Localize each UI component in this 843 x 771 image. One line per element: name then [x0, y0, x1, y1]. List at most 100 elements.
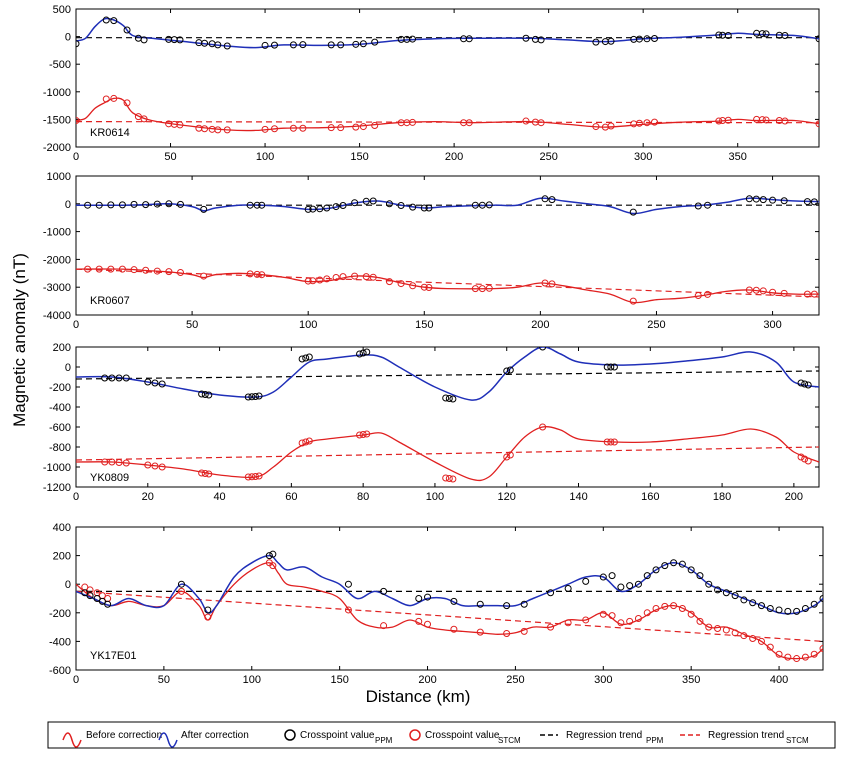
- crosspoint-stcm: [359, 123, 367, 131]
- crosspoint-stcm: [608, 612, 616, 620]
- panel-yk0809: 0 20 40 60 80 100 120 140 160 180 200 200 0 -200 -400 -…: [43, 342, 820, 503]
- x-tick-label: 300: [634, 151, 652, 163]
- crosspoint-ppm: [801, 380, 809, 388]
- x-tick-label: 40: [213, 491, 225, 503]
- x-tick-label: 0: [73, 491, 79, 503]
- crosspoint-ppm: [757, 602, 765, 610]
- crosspoint-stcm: [397, 280, 405, 288]
- crosspoint-ppm: [449, 395, 457, 403]
- trend-line-ppm: [76, 370, 819, 380]
- y-tick-label: -1000: [43, 87, 71, 99]
- crosspoint-ppm: [151, 379, 159, 387]
- crosspoint-ppm: [445, 395, 453, 402]
- crosspoint-ppm: [258, 201, 266, 209]
- crosspoint-ppm: [304, 205, 312, 213]
- crosspoint-stcm: [244, 473, 252, 481]
- crosspoint-stcm: [363, 430, 371, 438]
- crosspoint-ppm: [425, 204, 433, 212]
- crosspoint-stcm: [356, 431, 364, 439]
- crosspoint-ppm: [635, 35, 643, 43]
- crosspoint-ppm: [84, 201, 92, 209]
- crosspoint-stcm: [101, 458, 109, 466]
- crosspoint-ppm: [95, 201, 103, 209]
- crosspoint-ppm: [385, 200, 393, 208]
- x-axis-label: Distance (km): [366, 687, 471, 706]
- crosspoint-stcm: [176, 268, 184, 276]
- crosspoint-ppm: [758, 30, 766, 38]
- crosspoint-ppm: [253, 201, 261, 209]
- crosspoint-stcm: [337, 124, 345, 132]
- crosspoint-stcm: [424, 620, 432, 628]
- crosspoint-ppm: [200, 205, 208, 213]
- panel-kr0607: 0 50 100 150 200 250 300 1000 0 -1000 -2000 -3000 -4…: [43, 171, 820, 331]
- crosspoint-stcm: [506, 451, 514, 459]
- crosspoint-stcm: [176, 121, 184, 129]
- crosspoint-stcm: [253, 270, 261, 278]
- crosspoint-stcm: [607, 438, 615, 446]
- x-tick-label: 100: [299, 319, 317, 331]
- crosspoint-stcm: [617, 619, 625, 627]
- crosspoint-stcm: [564, 619, 572, 627]
- crosspoint-ppm: [450, 597, 458, 605]
- crosspoint-stcm: [445, 475, 453, 482]
- plot-frame: [75, 8, 820, 148]
- crosspoint-ppm: [122, 374, 130, 382]
- crosspoint-ppm: [810, 600, 818, 608]
- crosspoint-stcm: [409, 282, 417, 290]
- crosspoint-stcm: [705, 623, 713, 631]
- x-tick-label: 60: [285, 491, 297, 503]
- crosspoint-ppm: [506, 366, 514, 374]
- crosspoint-stcm: [204, 613, 212, 621]
- crosspoint-ppm: [93, 595, 101, 602]
- x-tick-label: 140: [569, 491, 587, 503]
- crosspoint-ppm: [409, 203, 417, 211]
- x-tick-label: 400: [770, 674, 788, 686]
- crosspoint-ppm: [130, 200, 138, 208]
- crosspoint-ppm: [442, 394, 450, 402]
- crosspoint-ppm: [687, 566, 695, 574]
- x-tick-label: 250: [539, 151, 557, 163]
- series-after-correction: [76, 347, 819, 401]
- crosspoint-stcm: [246, 270, 254, 278]
- crosspoint-ppm: [724, 31, 732, 39]
- crosspoint-ppm: [722, 589, 730, 597]
- y-tick-label: -800: [49, 442, 71, 454]
- crosspoint-ppm: [144, 378, 152, 386]
- crosspoint-ppm: [503, 602, 511, 610]
- legend-cp-stcm-swatch: [409, 729, 421, 741]
- x-tick-label: 150: [415, 319, 433, 331]
- crosspoint-ppm: [520, 600, 528, 608]
- crosspoint-ppm: [471, 201, 479, 209]
- crosspoint-ppm: [309, 205, 317, 213]
- panel-label: YK0809: [90, 472, 129, 484]
- crosspoint-stcm: [442, 474, 450, 482]
- legend-cp-stcm-label: Crosspoint value: [425, 730, 500, 741]
- crosspoint-ppm: [815, 35, 819, 43]
- crosspoint-ppm: [801, 605, 809, 613]
- crosspoint-stcm: [634, 615, 642, 623]
- crosspoint-ppm: [759, 196, 767, 204]
- crosspoint-ppm: [110, 17, 118, 25]
- crosspoint-stcm: [485, 284, 493, 292]
- crosspoint-ppm: [344, 580, 352, 588]
- crosspoint-ppm: [634, 580, 642, 588]
- crosspoint-stcm: [804, 457, 812, 465]
- crosspoint-ppm: [101, 374, 109, 382]
- crosspoint-ppm: [485, 201, 493, 209]
- crosspoint-ppm: [369, 197, 377, 205]
- crosspoint-ppm: [327, 41, 335, 49]
- x-tick-label: 120: [498, 491, 516, 503]
- legend-cp-ppm-swatch: [284, 729, 296, 741]
- crosspoint-stcm: [539, 423, 547, 431]
- crosspoint-ppm: [745, 195, 753, 203]
- crosspoint-ppm: [541, 195, 549, 203]
- crosspoint-stcm: [694, 292, 702, 300]
- crosspoint-stcm: [724, 116, 732, 124]
- y-tick-label: 0: [65, 579, 71, 591]
- crosspoint-stcm: [305, 437, 313, 445]
- crosspoint-stcm: [261, 125, 269, 133]
- x-tick-label: 80: [357, 491, 369, 503]
- crosspoint-stcm: [144, 461, 152, 469]
- crosspoint-stcm: [309, 277, 317, 285]
- series-before-correction: [76, 426, 819, 482]
